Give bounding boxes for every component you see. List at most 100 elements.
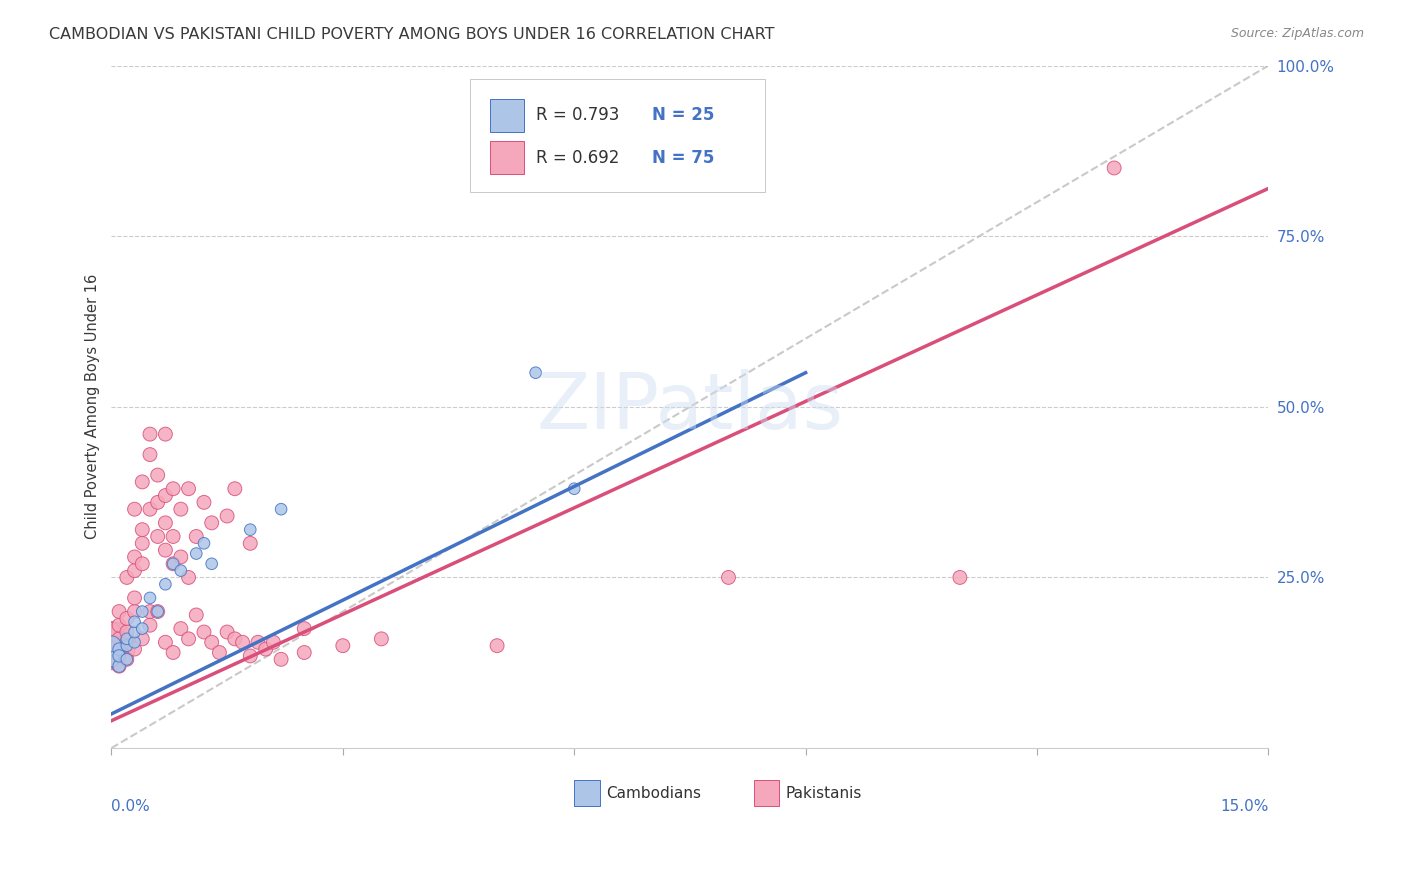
Point [124, 591, 146, 605]
Point [115, 632, 138, 646]
Point [131, 605, 153, 619]
Point [162, 557, 184, 571]
Point [217, 508, 239, 523]
Point [124, 502, 146, 516]
Point [115, 639, 138, 653]
Point [170, 622, 193, 636]
Point [224, 482, 246, 496]
Point [201, 635, 224, 649]
Point [155, 577, 177, 591]
Point [254, 642, 277, 657]
Point [177, 570, 200, 584]
Point [124, 615, 146, 629]
Point [239, 523, 262, 537]
Point [146, 495, 169, 509]
Point [177, 632, 200, 646]
Point [139, 605, 162, 619]
Point [131, 557, 153, 571]
Point [292, 622, 315, 636]
Point [146, 605, 169, 619]
Point [108, 659, 131, 673]
Point [270, 502, 292, 516]
Bar [489, 141, 524, 174]
Point [124, 549, 146, 564]
Point [146, 468, 169, 483]
Text: CAMBODIAN VS PAKISTANI CHILD POVERTY AMONG BOYS UNDER 16 CORRELATION CHART: CAMBODIAN VS PAKISTANI CHILD POVERTY AMO… [49, 27, 775, 42]
Point [131, 475, 153, 489]
Point [193, 536, 215, 550]
Point [146, 605, 169, 619]
Point [949, 570, 972, 584]
Point [155, 516, 177, 530]
Point [100, 652, 122, 666]
Text: Pakistanis: Pakistanis [786, 786, 862, 801]
Point [115, 611, 138, 625]
Point [131, 632, 153, 646]
Text: R = 0.793: R = 0.793 [536, 106, 620, 124]
Point [239, 648, 262, 663]
Point [100, 652, 122, 666]
Point [155, 489, 177, 503]
Point [139, 448, 162, 462]
Point [100, 625, 122, 640]
Point [115, 635, 138, 649]
Point [155, 635, 177, 649]
Point [131, 622, 153, 636]
Point [124, 605, 146, 619]
Point [246, 635, 269, 649]
Point [162, 557, 184, 571]
Point [524, 366, 547, 380]
Point [115, 570, 138, 584]
Point [108, 618, 131, 632]
Point [232, 635, 254, 649]
Text: R = 0.692: R = 0.692 [536, 149, 620, 167]
Point [131, 523, 153, 537]
Text: 0.0%: 0.0% [111, 799, 150, 814]
Text: Cambodians: Cambodians [606, 786, 702, 801]
Point [292, 646, 315, 660]
Text: ZIPatlas: ZIPatlas [537, 368, 844, 445]
Point [270, 652, 292, 666]
Point [146, 529, 169, 543]
Point [100, 632, 122, 646]
Point [224, 632, 246, 646]
Point [108, 648, 131, 663]
Y-axis label: Child Poverty Among Boys Under 16: Child Poverty Among Boys Under 16 [86, 274, 100, 540]
Bar [574, 780, 600, 806]
Point [177, 482, 200, 496]
Point [717, 570, 740, 584]
Point [124, 564, 146, 578]
Point [155, 427, 177, 442]
Point [170, 549, 193, 564]
Point [239, 536, 262, 550]
Point [108, 642, 131, 657]
Point [370, 632, 392, 646]
Text: Source: ZipAtlas.com: Source: ZipAtlas.com [1230, 27, 1364, 40]
Point [162, 529, 184, 543]
Point [108, 632, 131, 646]
Point [162, 482, 184, 496]
Point [139, 618, 162, 632]
FancyBboxPatch shape [470, 79, 765, 192]
Point [332, 639, 354, 653]
Point [100, 639, 122, 653]
Point [115, 652, 138, 666]
Point [262, 635, 284, 649]
Point [1102, 161, 1125, 175]
Bar [489, 99, 524, 132]
Point [124, 635, 146, 649]
Text: N = 75: N = 75 [652, 149, 714, 167]
Point [186, 607, 208, 622]
Point [186, 529, 208, 543]
Point [139, 427, 162, 442]
Point [193, 495, 215, 509]
Point [201, 516, 224, 530]
Point [131, 536, 153, 550]
Point [201, 557, 224, 571]
Point [115, 625, 138, 640]
Text: N = 25: N = 25 [652, 106, 714, 124]
Point [139, 591, 162, 605]
Point [162, 646, 184, 660]
Point [193, 625, 215, 640]
Point [124, 625, 146, 640]
